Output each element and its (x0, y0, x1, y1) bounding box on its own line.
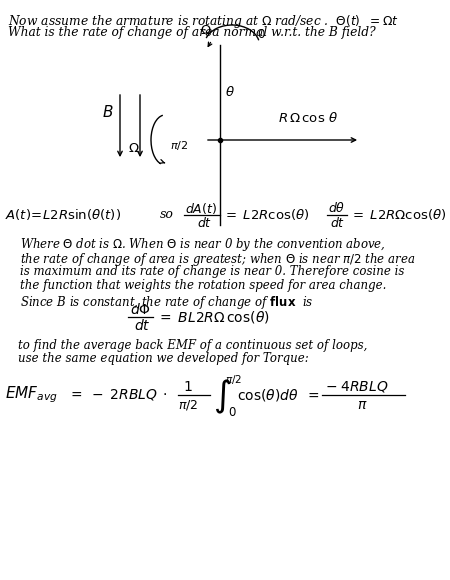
Text: $\pi$: $\pi$ (357, 398, 368, 412)
Text: $R\,\Omega\,\cos\,\theta$: $R\,\Omega\,\cos\,\theta$ (278, 111, 338, 125)
Text: $\theta$: $\theta$ (225, 85, 235, 99)
Text: $\pi/2$: $\pi/2$ (178, 398, 198, 412)
Text: $\Omega$: $\Omega$ (128, 142, 140, 154)
Text: $d\theta$: $d\theta$ (328, 201, 345, 215)
Text: the function that weights the rotation speed for area change.: the function that weights the rotation s… (20, 280, 387, 292)
Text: to find the average back EMF of a continuous set of loops,: to find the average back EMF of a contin… (18, 339, 367, 352)
Text: $\int$: $\int$ (213, 378, 231, 416)
Text: $0$: $0$ (228, 405, 237, 419)
Text: Since B is constant, the rate of change of $\mathbf{flux}$  is: Since B is constant, the rate of change … (20, 294, 314, 311)
Text: $\pi/2$: $\pi/2$ (225, 374, 242, 386)
Text: $dt$: $dt$ (330, 216, 345, 230)
Text: $dt$: $dt$ (134, 318, 151, 333)
Text: $\Omega$: $\Omega$ (200, 24, 212, 37)
Text: $d\Phi$: $d\Phi$ (130, 303, 151, 317)
Text: $\cos(\theta)d\theta$: $\cos(\theta)d\theta$ (237, 387, 299, 403)
Text: is maximum and its rate of change is near 0. Therefore cosine is: is maximum and its rate of change is nea… (20, 265, 405, 278)
Text: $=\;L2R\Omega\cos(\theta)$: $=\;L2R\Omega\cos(\theta)$ (350, 208, 446, 223)
Text: $=\;L2R\cos(\theta)$: $=\;L2R\cos(\theta)$ (223, 208, 310, 223)
Text: Now assume the armature is rotating at $\Omega$ rad/sec .  $\Theta(t)$  $=\Omega: Now assume the armature is rotating at $… (8, 13, 399, 30)
Text: $\mathbf{\mathit{EMF}}_{\mathbf{\mathit{avg}}}$: $\mathbf{\mathit{EMF}}_{\mathbf{\mathit{… (5, 385, 58, 405)
Text: What is the rate of change of area normal w.r.t. the B field?: What is the rate of change of area norma… (8, 26, 376, 39)
Text: $=\;-\;2RBLQ\;\cdot$: $=\;-\;2RBLQ\;\cdot$ (68, 387, 167, 403)
Text: $B$: $B$ (102, 104, 113, 120)
Text: $-\;4RBLQ$: $-\;4RBLQ$ (325, 379, 388, 394)
Text: $A(t)\!=\!L2R\sin(\theta(t))$: $A(t)\!=\!L2R\sin(\theta(t))$ (5, 208, 121, 223)
Text: $=\;BL2R\Omega\,\cos(\theta)$: $=\;BL2R\Omega\,\cos(\theta)$ (157, 309, 270, 325)
Text: $dA(t)$: $dA(t)$ (185, 201, 217, 216)
Text: the rate of change of area is greatest; when $\Theta$ is near $\pi/2$ the area: the rate of change of area is greatest; … (20, 251, 415, 267)
Text: $=$: $=$ (305, 388, 320, 402)
Text: Where $\Theta$ dot is $\Omega$. When $\Theta$ is near 0 by the convention above,: Where $\Theta$ dot is $\Omega$. When $\T… (20, 236, 386, 253)
Text: use the same equation we developed for Torque:: use the same equation we developed for T… (18, 352, 309, 365)
Text: $dt$: $dt$ (197, 216, 212, 230)
Text: $0$: $0$ (257, 28, 266, 41)
Text: $1$: $1$ (183, 380, 193, 394)
Text: so: so (160, 208, 174, 222)
Text: $\pi/2$: $\pi/2$ (170, 139, 188, 151)
